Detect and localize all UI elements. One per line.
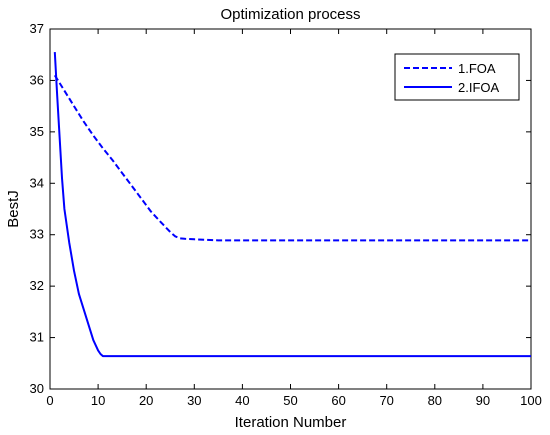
series-layer	[53, 52, 531, 358]
y-tick-label: 32	[30, 278, 44, 293]
y-axis-label: BestJ	[5, 190, 22, 228]
x-axis: 0 10 20 30 40 50 60 70 80 90 100	[46, 29, 542, 408]
y-tick-label: 30	[30, 381, 44, 396]
legend-label-1: 1.FOA	[458, 61, 496, 76]
y-axis: 30 31 32 33 34 35 36 37	[30, 21, 531, 396]
y-tick-label: 37	[30, 21, 44, 36]
x-tick-label: 100	[520, 393, 542, 408]
x-tick-label: 70	[379, 393, 393, 408]
x-tick-label: 40	[235, 393, 249, 408]
x-axis-label: Iteration Number	[235, 414, 347, 431]
x-tick-label: 20	[139, 393, 153, 408]
x-tick-label: 30	[187, 393, 201, 408]
x-tick-label: 0	[46, 393, 53, 408]
legend-box	[394, 53, 520, 101]
legend: 1.FOA 2.IFOA	[394, 53, 520, 101]
y-tick-label: 35	[30, 124, 44, 139]
y-tick-label: 36	[30, 72, 44, 87]
series-line-1	[53, 74, 531, 242]
series-line-2	[53, 52, 531, 358]
x-tick-label: 10	[91, 393, 105, 408]
legend-label-2: 2.IFOA	[458, 80, 500, 95]
x-tick-label: 80	[428, 393, 442, 408]
y-tick-label: 34	[30, 175, 44, 190]
y-tick-label: 33	[30, 227, 44, 242]
chart-title: Optimization process	[220, 6, 360, 23]
x-tick-label: 90	[476, 393, 490, 408]
x-tick-label: 60	[331, 393, 345, 408]
y-tick-label: 31	[30, 330, 44, 345]
x-tick-label: 50	[283, 393, 297, 408]
